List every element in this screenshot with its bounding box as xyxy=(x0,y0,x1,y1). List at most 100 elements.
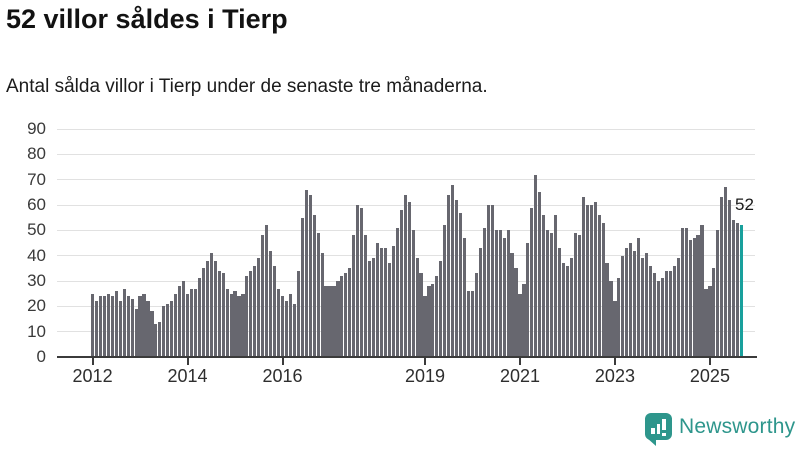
bar xyxy=(692,237,696,357)
bar xyxy=(391,245,395,357)
bar xyxy=(649,265,653,357)
bar xyxy=(110,296,114,357)
bar xyxy=(569,258,573,357)
bar xyxy=(676,258,680,357)
bar xyxy=(379,248,384,357)
x-axis-tick xyxy=(186,358,189,365)
bar xyxy=(146,301,150,357)
bar xyxy=(641,258,645,357)
bar xyxy=(201,268,205,357)
chart-title: 52 villor såldes i Tierp xyxy=(6,4,288,34)
bar xyxy=(352,235,356,357)
bar xyxy=(482,227,486,357)
x-axis-tick xyxy=(424,358,426,365)
bar xyxy=(277,288,281,357)
bar xyxy=(573,232,577,357)
bar xyxy=(660,278,665,357)
bar xyxy=(292,303,296,357)
bar xyxy=(708,286,712,357)
bar xyxy=(415,258,419,357)
bar xyxy=(399,210,403,357)
bar xyxy=(478,248,482,357)
bar xyxy=(486,205,490,357)
bar xyxy=(593,202,597,357)
bar xyxy=(427,286,431,357)
bar xyxy=(407,202,411,357)
bar xyxy=(645,253,649,357)
bar xyxy=(356,205,360,357)
bar xyxy=(166,303,170,357)
bar xyxy=(371,258,376,357)
bar xyxy=(193,288,198,357)
bar xyxy=(680,227,684,357)
bar xyxy=(470,291,475,357)
bar xyxy=(368,260,372,357)
gridline xyxy=(57,153,755,155)
bar xyxy=(197,278,201,357)
bar xyxy=(633,250,637,357)
bar xyxy=(684,227,688,357)
bar xyxy=(688,240,692,357)
bar xyxy=(94,301,99,357)
bar xyxy=(360,207,364,357)
y-axis-tick-label: 40 xyxy=(27,245,46,265)
bar xyxy=(712,268,716,357)
bar xyxy=(170,301,174,357)
y-axis-tick-label: 70 xyxy=(27,169,46,189)
bar xyxy=(526,243,530,357)
bar xyxy=(736,222,740,357)
highlighted-bar xyxy=(740,225,744,357)
bar xyxy=(174,293,178,357)
bar xyxy=(621,255,625,357)
bar xyxy=(209,253,213,357)
bar xyxy=(225,288,229,357)
bar xyxy=(652,273,657,357)
bar xyxy=(565,265,570,357)
bar xyxy=(447,194,451,357)
y-axis-tick-label: 30 xyxy=(27,271,46,290)
gridline xyxy=(57,179,755,181)
bar xyxy=(463,237,467,357)
bar xyxy=(637,237,641,357)
bar xyxy=(280,296,285,357)
x-axis-tick xyxy=(613,358,616,365)
bar xyxy=(597,215,601,357)
bar xyxy=(561,263,566,357)
x-axis-year-label: 2023 xyxy=(594,366,635,386)
bar xyxy=(114,291,118,357)
bar xyxy=(138,296,142,357)
bar xyxy=(269,250,273,357)
bar xyxy=(724,187,728,357)
bar xyxy=(308,194,312,357)
bar xyxy=(189,288,194,357)
bar xyxy=(118,301,122,357)
bar xyxy=(546,230,550,357)
chart-subtitle: Antal sålda villor i Tierp under de sena… xyxy=(6,76,488,97)
x-axis-tick xyxy=(91,358,94,365)
bar xyxy=(142,293,146,357)
bar xyxy=(585,205,589,357)
bar xyxy=(629,243,633,357)
bar xyxy=(494,230,498,357)
latest-value-label: 52 xyxy=(735,195,754,214)
bar xyxy=(466,291,471,357)
bar xyxy=(233,291,237,357)
bar xyxy=(502,237,506,357)
bar xyxy=(383,248,387,357)
x-axis-tick xyxy=(518,358,521,365)
bar xyxy=(668,270,672,357)
bar xyxy=(344,273,348,357)
bar xyxy=(716,230,720,357)
bar xyxy=(336,281,340,357)
bar xyxy=(265,225,269,357)
newsworthy-logo[interactable]: Newsworthy xyxy=(645,413,795,446)
bar xyxy=(261,235,265,357)
bar xyxy=(257,258,261,357)
bar xyxy=(364,235,368,357)
bar xyxy=(577,235,581,357)
bar xyxy=(150,311,154,357)
x-axis-tick xyxy=(708,358,711,365)
x-axis-year-label: 2021 xyxy=(499,366,540,386)
bar xyxy=(273,265,277,357)
